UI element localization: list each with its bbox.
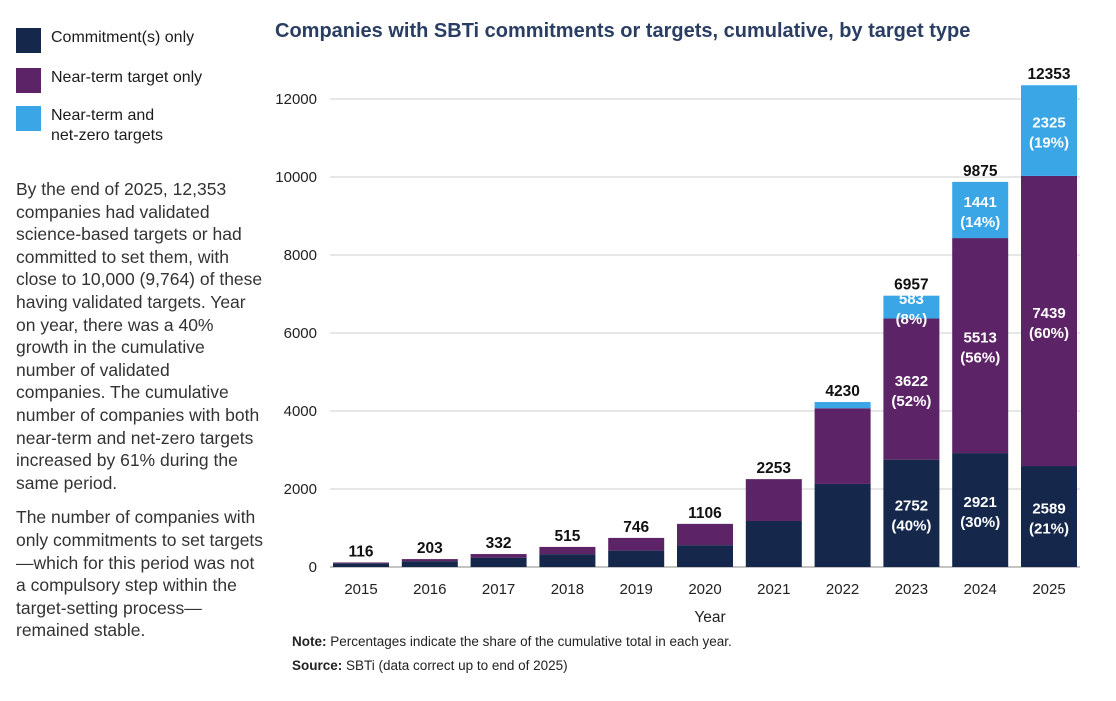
- y-tick-label: 12000: [275, 91, 317, 108]
- chart-title: Companies with SBTi commitments or targe…: [275, 20, 971, 42]
- x-tick-label: 2018: [551, 581, 584, 598]
- total-label: 12353: [1027, 66, 1070, 83]
- total-label: 332: [486, 535, 512, 552]
- y-tick-label: 10000: [275, 169, 317, 186]
- x-axis-title: Year: [694, 609, 725, 626]
- bar-segment: [608, 550, 665, 567]
- total-label: 116: [348, 543, 373, 560]
- total-label: 1106: [688, 505, 722, 522]
- legend-item-net-zero: Near-term and net-zero targets: [16, 106, 163, 146]
- bar-segment: [745, 520, 802, 567]
- bar-segment: [677, 523, 733, 546]
- bar-segment: [401, 561, 458, 567]
- legend-item-commitment: Commitment(s) only: [16, 28, 194, 53]
- bar-segment: [470, 554, 527, 558]
- bar-segment: [470, 557, 527, 567]
- y-tick-label: 2000: [284, 481, 317, 498]
- total-label: 2253: [757, 460, 792, 477]
- total-label: 4230: [825, 383, 859, 400]
- bar-segment: [401, 559, 458, 562]
- narrative-paragraph: By the end of 2025, 12,353 companies had…: [16, 179, 263, 493]
- note-text: Percentages indicate the share of the cu…: [330, 634, 732, 649]
- bar-segment: [952, 238, 1009, 454]
- x-tick-label: 2021: [757, 581, 790, 598]
- legend-swatch-near-term: [16, 68, 41, 93]
- bar-segment: [333, 562, 389, 564]
- data-label: 2589 (21%): [1029, 501, 1069, 538]
- bar-segment: [333, 563, 389, 567]
- x-tick-label: 2015: [344, 581, 377, 598]
- total-label: 6957: [894, 277, 928, 294]
- y-tick-label: 8000: [284, 247, 317, 264]
- bar-segment: [539, 546, 596, 555]
- legend-item-near-term: Near-term target only: [16, 68, 202, 93]
- bar-segment: [1021, 85, 1077, 176]
- data-label: 5513 (56%): [960, 330, 1000, 367]
- bar-segment: [745, 479, 802, 521]
- total-label: 515: [554, 528, 580, 545]
- bar-segment: [883, 459, 940, 567]
- y-tick-label: 4000: [284, 403, 317, 420]
- bar-segment: [814, 402, 871, 409]
- x-tick-label: 2017: [482, 581, 515, 598]
- y-tick-label: 0: [309, 559, 317, 576]
- data-label: 2921 (30%): [960, 494, 1000, 531]
- note-line: Note: Percentages indicate the share of …: [292, 634, 732, 649]
- bar-segment: [814, 483, 871, 567]
- legend-swatch-commitment: [16, 28, 41, 53]
- total-label: 746: [623, 519, 649, 536]
- bar-segment: [539, 554, 596, 567]
- data-label: 583 (8%): [896, 291, 928, 328]
- bar-segment: [814, 408, 871, 484]
- x-tick-label: 2016: [413, 581, 446, 598]
- x-tick-label: 2019: [620, 581, 653, 598]
- legend-label-near-term: Near-term target only: [51, 69, 203, 86]
- bar-segment: [677, 545, 733, 567]
- bar-segment: [883, 318, 940, 460]
- data-label: 2752 (40%): [891, 497, 931, 534]
- total-label: 203: [417, 540, 443, 557]
- bar-segment: [883, 295, 940, 319]
- source-label: Source:: [292, 658, 343, 673]
- x-tick-label: 2022: [826, 581, 859, 598]
- note-label: Note:: [292, 634, 327, 649]
- bar-segment: [952, 181, 1009, 239]
- x-tick-label: 2024: [964, 581, 997, 598]
- chart-notes: Note: Percentages indicate the share of …: [292, 634, 732, 682]
- x-tick-label: 2020: [688, 581, 721, 598]
- legend-label-commitment: Commitment(s) only: [51, 29, 195, 46]
- source-line: Source: SBTi (data correct up to end of …: [292, 658, 732, 673]
- data-label: 2325 (19%): [1029, 115, 1069, 152]
- bar-segment: [608, 537, 665, 551]
- narrative-text: By the end of 2025, 12,353 companies had…: [16, 178, 264, 654]
- data-label: 1441 (14%): [960, 194, 1000, 231]
- legend-swatch-net-zero: [16, 106, 41, 131]
- legend-label-net-zero: Near-term and net-zero targets: [51, 107, 164, 144]
- x-tick-label: 2023: [895, 581, 928, 598]
- narrative-paragraph: The number of companies with only commit…: [16, 507, 264, 641]
- bar-segment: [1021, 175, 1077, 467]
- y-tick-label: 6000: [284, 325, 317, 342]
- bar-segment: [1021, 466, 1077, 567]
- data-label: 3622 (52%): [891, 373, 931, 410]
- x-tick-label: 2025: [1032, 581, 1065, 598]
- total-label: 9875: [963, 163, 998, 180]
- data-label: 7439 (60%): [1029, 305, 1069, 342]
- bar-segment: [952, 453, 1009, 567]
- source-text: SBTi (data correct up to end of 2025): [346, 658, 568, 673]
